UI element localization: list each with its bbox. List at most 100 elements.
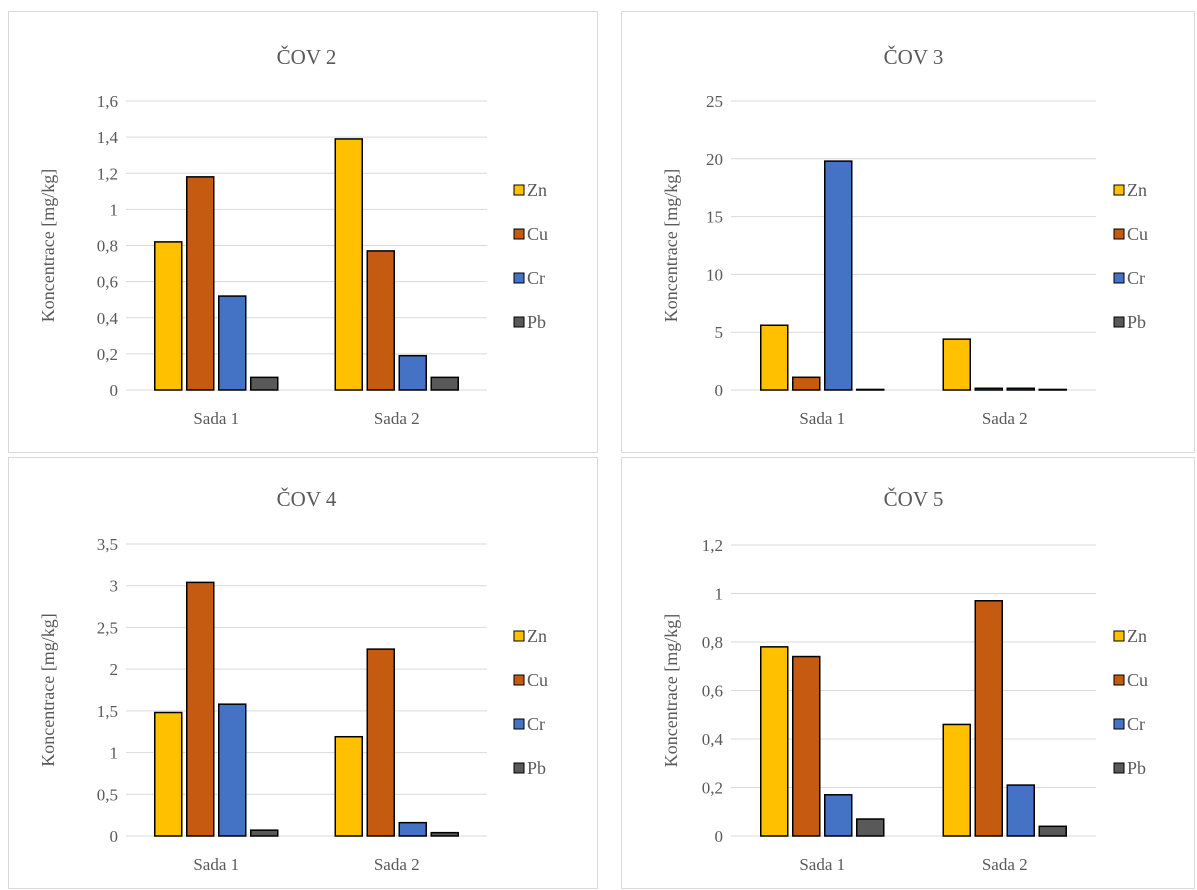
bar-pb-sada-1: [250, 829, 279, 837]
legend-label-pb: Pb: [1127, 312, 1146, 332]
legend-label-zn: Zn: [527, 180, 547, 200]
bar-zn-sada-2: [942, 723, 971, 837]
chart-cov5: ČOV 5 0 0,2 0,4 0,6 0,8 1 1,2 Koncentrace [mg/kg…: [661, 487, 1148, 874]
bar-cr-sada-2: [398, 354, 427, 391]
y-tick-label: 3: [110, 577, 119, 596]
chart-title: ČOV 2: [277, 45, 337, 69]
bar-zn-sada-2: [334, 138, 363, 391]
chart-cov2: ČOV 2 0 0,2 0,4 0,6 0,8 1 1,2 1,4 1,6 Koncentrace …: [38, 45, 548, 428]
bar-zn-sada-1: [154, 711, 183, 837]
bar-cu-sada-1: [792, 376, 821, 391]
bar-pb-sada-1: [856, 388, 885, 391]
bar-zn-sada-2: [942, 338, 971, 391]
legend-swatch-cu: [513, 228, 525, 240]
bar-pb-sada-1: [856, 818, 885, 837]
legend-label-cr: Cr: [527, 714, 545, 734]
chart-panel-cov2: ČOV 2 0 0,2 0,4 0,6 0,8 1 1,2 1,4 1,6 Koncentrace …: [8, 11, 598, 453]
bar-cr-sada-2: [1006, 387, 1035, 391]
bar-cu-sada-1: [186, 176, 215, 391]
legend-swatch-zn: [513, 630, 525, 642]
legend-label-zn: Zn: [1127, 626, 1147, 646]
legend-swatch-zn: [1113, 630, 1125, 642]
y-axis-label: Koncentrace [mg/kg]: [661, 169, 681, 322]
legend-label-cr: Cr: [1127, 268, 1145, 288]
y-tick-label: 2: [110, 660, 119, 679]
bar-cu-sada-1: [792, 655, 821, 837]
bar-cr-sada-2: [398, 821, 427, 837]
y-tick-label: 15: [706, 208, 723, 227]
x-tick-label: Sada 1: [799, 855, 845, 874]
legend-swatch-pb: [1113, 762, 1125, 774]
y-axis-label: Koncentrace [mg/kg]: [661, 614, 681, 767]
legend-swatch-pb: [513, 316, 525, 328]
bar-cu-sada-2: [974, 387, 1003, 391]
chart-title: ČOV 5: [884, 487, 944, 511]
bar-zn-sada-1: [760, 324, 789, 391]
bar-cu-sada-1: [186, 581, 215, 837]
legend-label-pb: Pb: [527, 758, 546, 778]
chart-title: ČOV 3: [884, 45, 944, 69]
bar-pb-sada-2: [430, 831, 459, 837]
y-tick-label: 0,4: [97, 309, 119, 328]
bar-zn-sada-1: [154, 241, 183, 391]
y-axis-label: Koncentrace [mg/kg]: [38, 169, 58, 322]
legend-label-zn: Zn: [527, 626, 547, 646]
y-tick-label: 0: [715, 381, 724, 400]
y-tick-label: 1,2: [702, 536, 723, 555]
legend-label-cr: Cr: [527, 268, 545, 288]
legend-label-cu: Cu: [1127, 224, 1148, 244]
legend-label-cr: Cr: [1127, 714, 1145, 734]
bar-cr-sada-1: [218, 295, 247, 391]
y-tick-label: 0,4: [702, 730, 724, 749]
y-tick-label: 0: [110, 381, 119, 400]
y-tick-label: 0,2: [97, 345, 118, 364]
bar-cr-sada-1: [824, 160, 853, 391]
chart-title: ČOV 4: [277, 487, 337, 511]
bar-pb-sada-2: [1038, 388, 1067, 391]
x-tick-label: Sada 1: [799, 409, 845, 428]
chart-cov3: ČOV 3 0 5 10 15 20 25 Koncentrace [mg/kg] Sada 1…: [661, 45, 1148, 428]
chart-cov4: ČOV 4 0 0,5 1 1,5 2 2,5 3 3,5 Koncentrace [mg/kg]…: [38, 487, 548, 874]
bar-zn-sada-1: [760, 646, 789, 837]
x-tick-label: Sada 1: [193, 409, 239, 428]
bar-pb-sada-2: [430, 376, 459, 391]
y-tick-label: 0,2: [702, 779, 723, 798]
bar-zn-sada-2: [334, 735, 363, 837]
legend-label-cu: Cu: [527, 670, 548, 690]
legend-swatch-pb: [1113, 316, 1125, 328]
bar-pb-sada-1: [250, 376, 279, 391]
y-tick-label: 0,6: [702, 682, 723, 701]
legend-label-cu: Cu: [527, 224, 548, 244]
chart-panel-cov4: ČOV 4 0 0,5 1 1,5 2 2,5 3 3,5 Koncentrace [mg/kg]…: [8, 457, 598, 889]
y-axis-label: Koncentrace [mg/kg]: [38, 613, 58, 766]
legend-label-zn: Zn: [1127, 180, 1147, 200]
y-tick-label: 1,4: [97, 128, 119, 147]
legend-swatch-zn: [513, 184, 525, 196]
bar-pb-sada-2: [1038, 825, 1067, 837]
x-tick-label: Sada 2: [982, 855, 1028, 874]
x-tick-label: Sada 2: [982, 409, 1028, 428]
y-tick-label: 1,6: [97, 92, 118, 111]
chart-panel-cov5: ČOV 5 0 0,2 0,4 0,6 0,8 1 1,2 Koncentrace [mg/kg…: [621, 457, 1195, 889]
y-tick-label: 25: [706, 92, 723, 111]
y-tick-label: 0: [715, 827, 724, 846]
bar-cu-sada-2: [974, 600, 1003, 837]
legend-swatch-cu: [1113, 228, 1125, 240]
bar-cr-sada-1: [218, 703, 247, 837]
bar-cu-sada-2: [366, 250, 395, 391]
x-tick-label: Sada 2: [374, 409, 420, 428]
bar-cr-sada-2: [1006, 784, 1035, 837]
y-tick-label: 2,5: [97, 618, 118, 637]
y-tick-label: 0,8: [702, 633, 723, 652]
y-tick-label: 5: [715, 323, 724, 342]
y-tick-label: 1: [715, 585, 724, 604]
y-tick-label: 0,5: [97, 785, 118, 804]
y-tick-label: 1,2: [97, 164, 118, 183]
legend-swatch-cu: [513, 674, 525, 686]
legend-swatch-cr: [513, 718, 525, 730]
y-tick-label: 20: [706, 150, 723, 169]
legend-label-pb: Pb: [1127, 758, 1146, 778]
y-tick-label: 3,5: [97, 535, 118, 554]
legend-swatch-zn: [1113, 184, 1125, 196]
y-tick-label: 0,8: [97, 237, 118, 256]
